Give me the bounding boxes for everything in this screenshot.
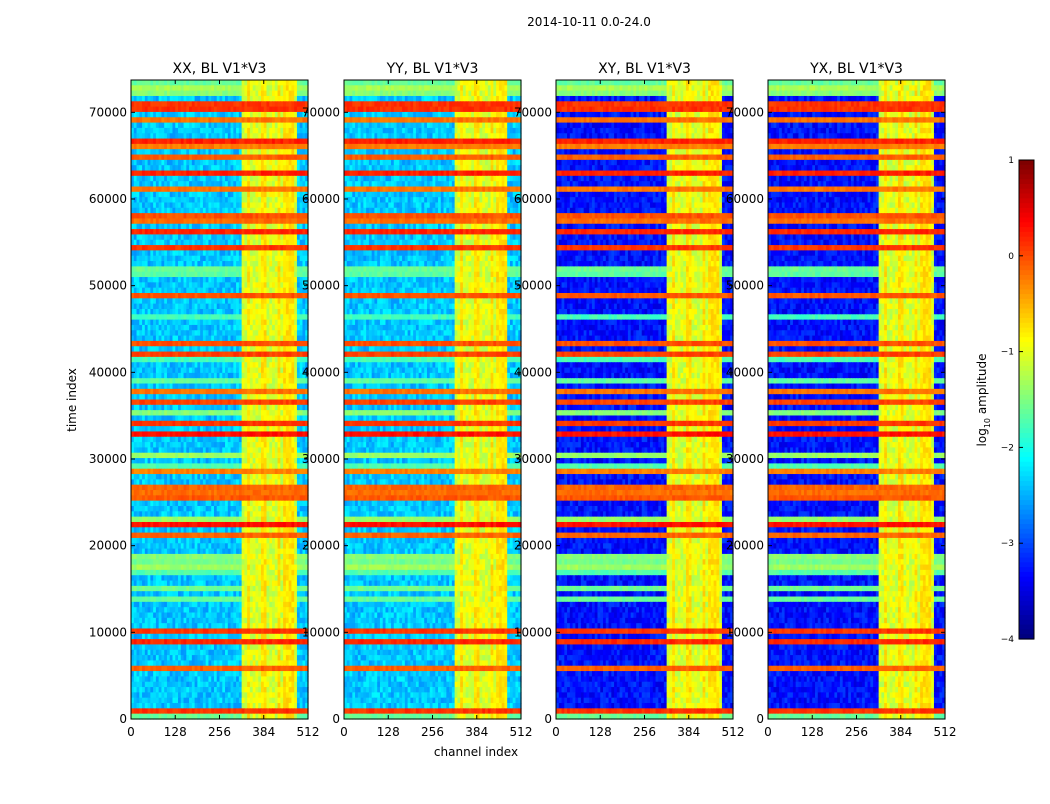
heatmap-image-1 <box>131 80 309 720</box>
figure-suptitle: 2014-10-11 0.0-24.0 <box>527 15 651 29</box>
figure: 2014-10-11 0.0-24.0 XX, BL V1*V3 0 128 256 3… <box>0 0 1050 800</box>
panel-1: XX, BL V1*V30 128 256 384 512010000200003000… <box>89 61 320 739</box>
heatmap-panels: XX, BL V1*V30 128 256 384 512010000200003000… <box>89 61 957 739</box>
figure-canvas: 2014-10-11 0.0-24.0 XX, BL V1*V30 128 256 3… <box>0 0 1050 800</box>
